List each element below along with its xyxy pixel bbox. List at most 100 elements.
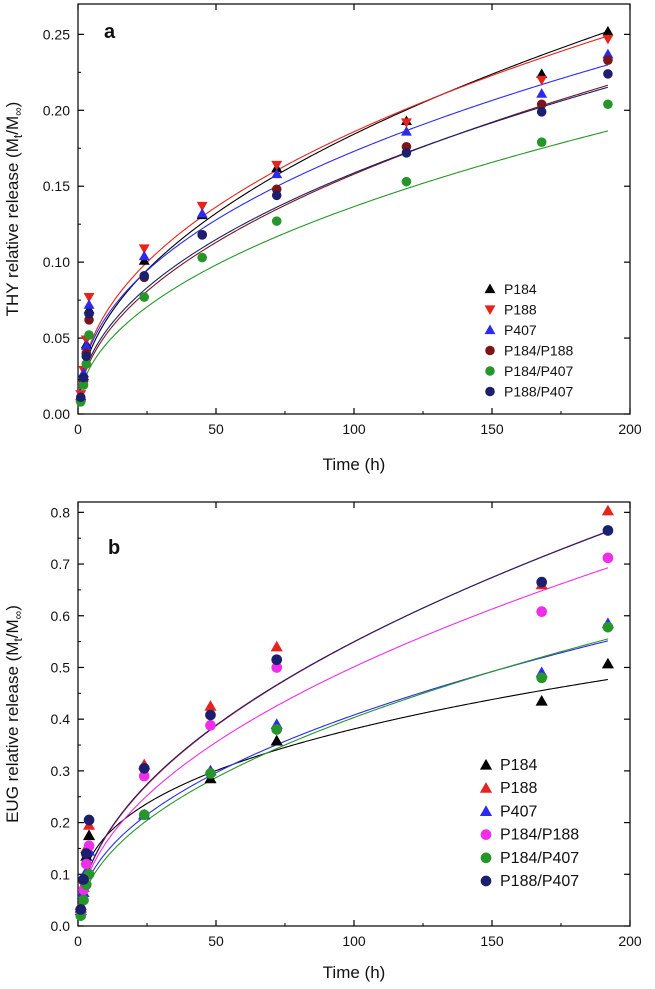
data-point [271,654,283,666]
y-axis-label-part: EUG relative release (M [3,642,22,823]
y-tick-label: 0.4 [51,711,71,727]
y-tick-label: 0.7 [51,556,71,572]
x-axis-label: Time (h) [323,963,386,982]
data-point [83,299,95,309]
data-point [75,904,87,915]
x-tick-label: 200 [618,933,642,949]
x-tick-label: 100 [342,933,366,949]
data-point [536,672,548,684]
data-point [601,657,615,669]
legend-label: P184 [504,281,537,297]
data-point [205,768,216,779]
legend-marker [479,782,493,793]
fit-curve [78,567,609,908]
fit-curve [78,64,609,389]
fit-curve [78,678,609,895]
data-point [205,720,216,731]
legend-label: P407 [504,322,537,338]
y-tick-label: 0.20 [43,102,70,118]
x-tick-label: 150 [480,421,504,437]
legend-marker [480,829,492,840]
y-axis-label: EUG relative release (Mt/M∞) [3,605,25,823]
data-point [271,724,283,735]
x-axis-label: Time (h) [323,455,386,474]
x-tick-label: 50 [208,933,224,949]
data-point [80,848,92,859]
data-point [536,576,548,588]
data-point [400,126,412,136]
data-point [536,99,547,110]
data-point [139,271,150,281]
data-point [603,99,613,110]
legend-marker [480,875,492,887]
legend-marker [484,283,496,294]
legend-marker [484,305,496,315]
data-point [197,252,207,263]
data-point [78,380,89,390]
legend-marker [484,324,496,335]
y-axis-label-part: THY relative release (M [3,138,22,316]
x-tick-label: 0 [74,421,82,437]
y-tick-label: 0.1 [51,866,71,882]
legend-marker [485,345,495,356]
data-point [603,69,613,79]
y-tick-label: 0.8 [51,504,71,520]
data-point [536,68,548,78]
data-point [401,176,412,187]
legend-label: P184/P407 [500,850,579,867]
panel-b-chart: 0 50 100 150 200 0.0 0.1 0.2 0.3 0.4 0.5 0.6 0.7 0.8 T… [3,501,642,982]
y-axis-label-subscript: ∞ [11,611,25,620]
data-point [196,201,208,212]
legend-label: P407 [500,803,537,820]
y-tick-label: 0.00 [43,406,70,422]
x-tick-label: 0 [74,933,82,949]
data-point [81,351,92,362]
data-point [602,34,614,45]
y-tick-label: 0.05 [43,330,70,346]
legend-label: P184/P188 [504,343,573,359]
y-tick-label: 0.3 [51,763,71,779]
y-axis-label-part: /M [3,619,22,638]
data-point [84,308,94,319]
data-point [602,48,614,59]
y-tick-label: 0.2 [51,815,71,831]
data-point [271,160,283,171]
data-point [78,894,89,906]
legend-label: P184/P188 [500,827,579,844]
data-point [400,118,412,128]
fit-curve [78,30,609,393]
data-point [535,694,548,706]
data-point [601,504,615,516]
data-point [270,640,283,652]
data-point [536,606,548,617]
y-tick-label: 0.0 [51,918,71,934]
data-point [401,148,412,158]
legend-label: P188 [500,780,537,797]
y-axis-label-part: /M [3,116,22,135]
y-tick-label: 0.10 [43,254,70,270]
legend-label: P184/P407 [504,363,573,379]
data-point [602,621,614,633]
data-point [602,525,614,536]
y-axis-label-part: ) [3,102,22,108]
data-point [271,190,282,201]
data-point [138,250,150,261]
data-point [81,359,92,369]
fit-curve [78,638,609,911]
legend-label: P188/P407 [500,873,579,890]
legend-marker [485,386,495,397]
data-point [80,340,92,350]
panel-a-chart: 0 50 100 150 200 0.00 0.05 0.10 0.15 0.20 0.25 Time… [3,3,642,474]
y-axis-label: THY relative release (Mt/M∞) [3,102,25,317]
data-point [536,75,548,86]
data-point [82,829,96,841]
panel-letter: a [104,21,116,43]
data-point [196,208,208,218]
fit-curve [78,640,609,908]
data-point [138,770,150,782]
legend-label: P188/P407 [504,384,573,400]
data-point [75,392,86,403]
data-point [271,216,282,226]
data-point [205,709,216,721]
